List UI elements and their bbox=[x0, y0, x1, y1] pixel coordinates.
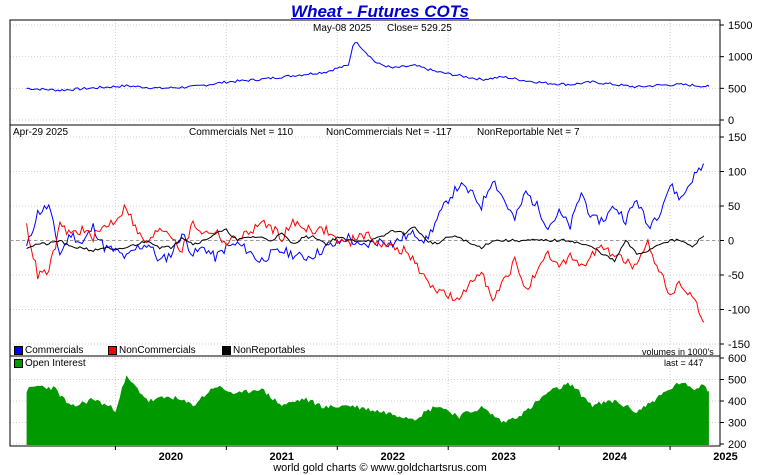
commercials-swatch bbox=[14, 345, 23, 355]
x-tick-label: 2023 bbox=[491, 451, 515, 463]
cot-y-tick-label: 0 bbox=[728, 236, 734, 248]
open-interest-area bbox=[26, 375, 709, 445]
x-tick-label: 2020 bbox=[159, 451, 183, 463]
noncommercials-line bbox=[26, 203, 704, 323]
close-label: Close= 529.25 bbox=[387, 23, 452, 34]
footer-credit: world gold charts © www.goldchartsrus.co… bbox=[273, 462, 487, 474]
x-tick-label: 2022 bbox=[380, 451, 404, 463]
price-y-tick-label: 500 bbox=[728, 83, 746, 95]
open-interest-swatch bbox=[14, 358, 23, 368]
price-series-line bbox=[26, 41, 710, 92]
nonreportable-net: NonReportable Net = 7 bbox=[477, 127, 580, 138]
cot-y-tick-label: -50 bbox=[728, 270, 744, 282]
commercials-net: Commercials Net = 110 bbox=[189, 127, 294, 138]
legend-commercials: Commercials bbox=[14, 345, 83, 357]
oi-y-tick-label: 500 bbox=[728, 375, 746, 387]
volumes-note: volumes in 1000's bbox=[642, 347, 714, 357]
nonreportables-line bbox=[26, 226, 704, 263]
price-y-tick-label: 1500 bbox=[728, 20, 752, 32]
cot-date: Apr-29 2025 bbox=[13, 127, 69, 138]
legend-noncommercials: NonCommercials bbox=[108, 345, 196, 357]
oi-y-tick-label: 400 bbox=[728, 396, 746, 408]
commercials-line bbox=[26, 163, 704, 264]
noncommercials-swatch bbox=[108, 345, 117, 355]
x-tick-label: 2024 bbox=[602, 451, 627, 463]
last-oi: last = 447 bbox=[664, 358, 704, 368]
cot-y-tick-label: -150 bbox=[728, 339, 750, 351]
oi-y-tick-label: 200 bbox=[728, 439, 746, 451]
noncommercials-net: NonCommercials Net = -117 bbox=[326, 127, 452, 138]
price-y-tick-label: 0 bbox=[728, 115, 734, 127]
price-date: May-08 2025 bbox=[313, 23, 372, 34]
x-tick-label: 2025 bbox=[713, 451, 737, 463]
nonreportables-swatch bbox=[222, 345, 231, 355]
cot-y-tick-label: 50 bbox=[728, 201, 740, 213]
price-panel-frame bbox=[9, 19, 721, 126]
legend-nonreportables: NonReportables bbox=[222, 345, 305, 357]
oi-y-tick-label: 300 bbox=[728, 418, 746, 430]
cot-y-tick-label: 100 bbox=[728, 167, 746, 179]
chart-title: Wheat - Futures COTs bbox=[291, 2, 469, 21]
legend-open-interest: Open Interest bbox=[14, 358, 86, 370]
price-y-tick-label: 1000 bbox=[728, 52, 752, 64]
cot-y-tick-label: -100 bbox=[728, 305, 750, 317]
cot-y-tick-label: 150 bbox=[728, 132, 746, 144]
oi-y-tick-label: 600 bbox=[728, 353, 746, 365]
x-tick-label: 2021 bbox=[270, 451, 294, 463]
